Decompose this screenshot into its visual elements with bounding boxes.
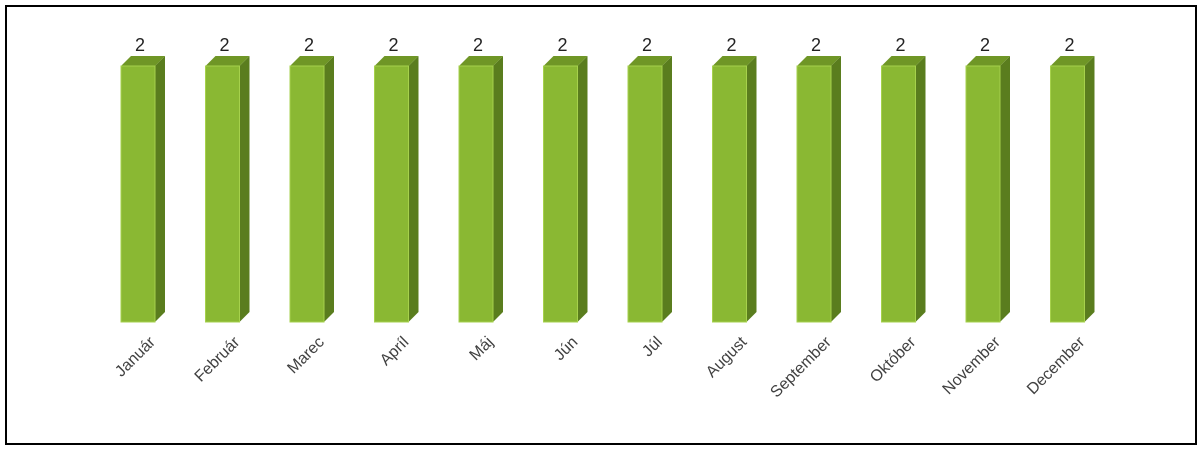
bar-top-face bbox=[121, 56, 165, 66]
x-tick-label: Október bbox=[867, 333, 920, 386]
data-label: 2 bbox=[557, 35, 567, 55]
data-label: 2 bbox=[219, 35, 229, 55]
x-tick-label: August bbox=[703, 333, 751, 381]
x-tick-label: Júl bbox=[639, 334, 665, 360]
bar-top-face bbox=[459, 56, 503, 66]
bar-side-face bbox=[1000, 56, 1010, 322]
x-tick-labels-group: Január Február Marec Apríl Máj Jún Júl August Se… bbox=[112, 333, 1089, 401]
x-tick-label: Marec bbox=[284, 334, 327, 377]
bar-front-face bbox=[205, 65, 240, 323]
bar-front-face bbox=[712, 65, 747, 323]
bar-front-face bbox=[965, 65, 1001, 323]
x-tick-label: September bbox=[767, 333, 835, 401]
bar-side-face bbox=[324, 56, 334, 322]
x-tick-label: Máj bbox=[467, 334, 497, 364]
bar bbox=[1050, 56, 1095, 323]
data-label: 2 bbox=[388, 35, 398, 55]
bar-side-face bbox=[155, 56, 165, 322]
bar-side-face bbox=[746, 56, 757, 322]
data-label: 2 bbox=[642, 35, 652, 55]
bar-side-face bbox=[577, 56, 588, 322]
data-label: 2 bbox=[726, 35, 736, 55]
bar bbox=[796, 56, 841, 323]
bar-top-face bbox=[205, 56, 250, 66]
data-label: 2 bbox=[895, 35, 905, 55]
bar bbox=[374, 56, 419, 323]
bar-side-face bbox=[239, 56, 250, 322]
bar bbox=[881, 56, 926, 323]
x-tick-label: Február bbox=[192, 333, 244, 385]
bar-front-face bbox=[289, 65, 325, 323]
x-tick-label: Jún bbox=[551, 334, 581, 364]
bar-side-face bbox=[408, 56, 419, 322]
bar-top-face bbox=[966, 56, 1010, 66]
bar-front-face bbox=[627, 65, 663, 323]
bar-side-face bbox=[915, 56, 926, 322]
x-tick-label: December bbox=[1024, 333, 1089, 398]
bar-front-face bbox=[543, 65, 578, 323]
bar bbox=[543, 56, 588, 323]
data-label: 2 bbox=[135, 35, 145, 55]
bar bbox=[712, 56, 757, 323]
bar-top-face bbox=[543, 56, 588, 66]
data-label: 2 bbox=[1064, 35, 1074, 55]
x-tick-label: November bbox=[940, 333, 1005, 398]
x-tick-label: Január bbox=[112, 333, 159, 380]
bar-top-face bbox=[797, 56, 841, 66]
bar-front-face bbox=[120, 65, 156, 323]
data-label: 2 bbox=[980, 35, 990, 55]
bar-side-face bbox=[831, 56, 841, 322]
bar-front-face bbox=[374, 65, 409, 323]
data-label: 2 bbox=[304, 35, 314, 55]
bar bbox=[458, 56, 503, 323]
bar-front-face bbox=[881, 65, 916, 323]
bar-top-face bbox=[712, 56, 757, 66]
bar-top-face bbox=[374, 56, 419, 66]
bar-front-face bbox=[1050, 65, 1085, 323]
bar-top-face bbox=[1050, 56, 1095, 66]
bar bbox=[205, 56, 250, 323]
data-label: 2 bbox=[473, 35, 483, 55]
data-labels-group: 2 2 2 2 2 2 2 2 2 2 2 2 bbox=[135, 35, 1075, 55]
bar bbox=[289, 56, 334, 323]
x-tick-label: Apríl bbox=[377, 334, 412, 369]
bar-side-face bbox=[662, 56, 672, 322]
bar bbox=[120, 56, 165, 323]
data-label: 2 bbox=[811, 35, 821, 55]
bar-side-face bbox=[1084, 56, 1095, 322]
bar bbox=[627, 56, 672, 323]
bar bbox=[965, 56, 1010, 323]
bar-top-face bbox=[290, 56, 334, 66]
bar-front-face bbox=[796, 65, 832, 323]
bar-front-face bbox=[458, 65, 494, 323]
bar-side-face bbox=[493, 56, 503, 322]
bars-group bbox=[120, 56, 1095, 323]
bar-top-face bbox=[628, 56, 672, 66]
bar-top-face bbox=[881, 56, 926, 66]
